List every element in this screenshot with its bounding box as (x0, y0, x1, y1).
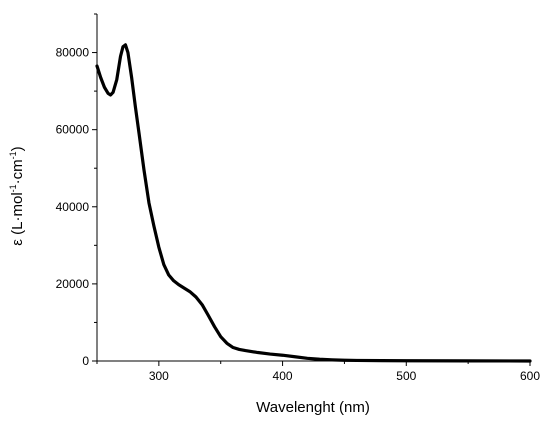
x-tick-label: 500 (396, 369, 416, 383)
y-tick-label: 0 (82, 354, 89, 368)
plot-area: 300 400 500 600 0 20000 40000 60000 80000 (56, 13, 540, 383)
y-tick-label: 60000 (56, 123, 90, 137)
y-axis-title-suffix: ) (9, 146, 26, 151)
x-tick-label: 600 (520, 369, 540, 383)
y-axis-title: ε (L·mol-1·cm-1) (8, 146, 26, 245)
x-axis-ticks: 300 400 500 600 (96, 361, 540, 383)
x-axis-title: Wavelenght (nm) (256, 399, 370, 416)
y-tick-label: 80000 (56, 46, 90, 60)
y-axis-title-prefix: ε (L·mol (9, 192, 26, 245)
x-tick-label: 300 (149, 369, 169, 383)
y-axis-title-sup2: -1 (8, 151, 18, 159)
y-axis-ticks: 0 20000 40000 60000 80000 (56, 13, 97, 368)
y-tick-label: 40000 (56, 200, 90, 214)
x-tick-label: 400 (273, 369, 293, 383)
y-axis-title-mid: ·cm (9, 159, 26, 184)
y-axis-title-sup1: -1 (8, 184, 18, 192)
absorbance-series-line (95, 43, 532, 363)
y-tick-label: 20000 (56, 277, 90, 291)
